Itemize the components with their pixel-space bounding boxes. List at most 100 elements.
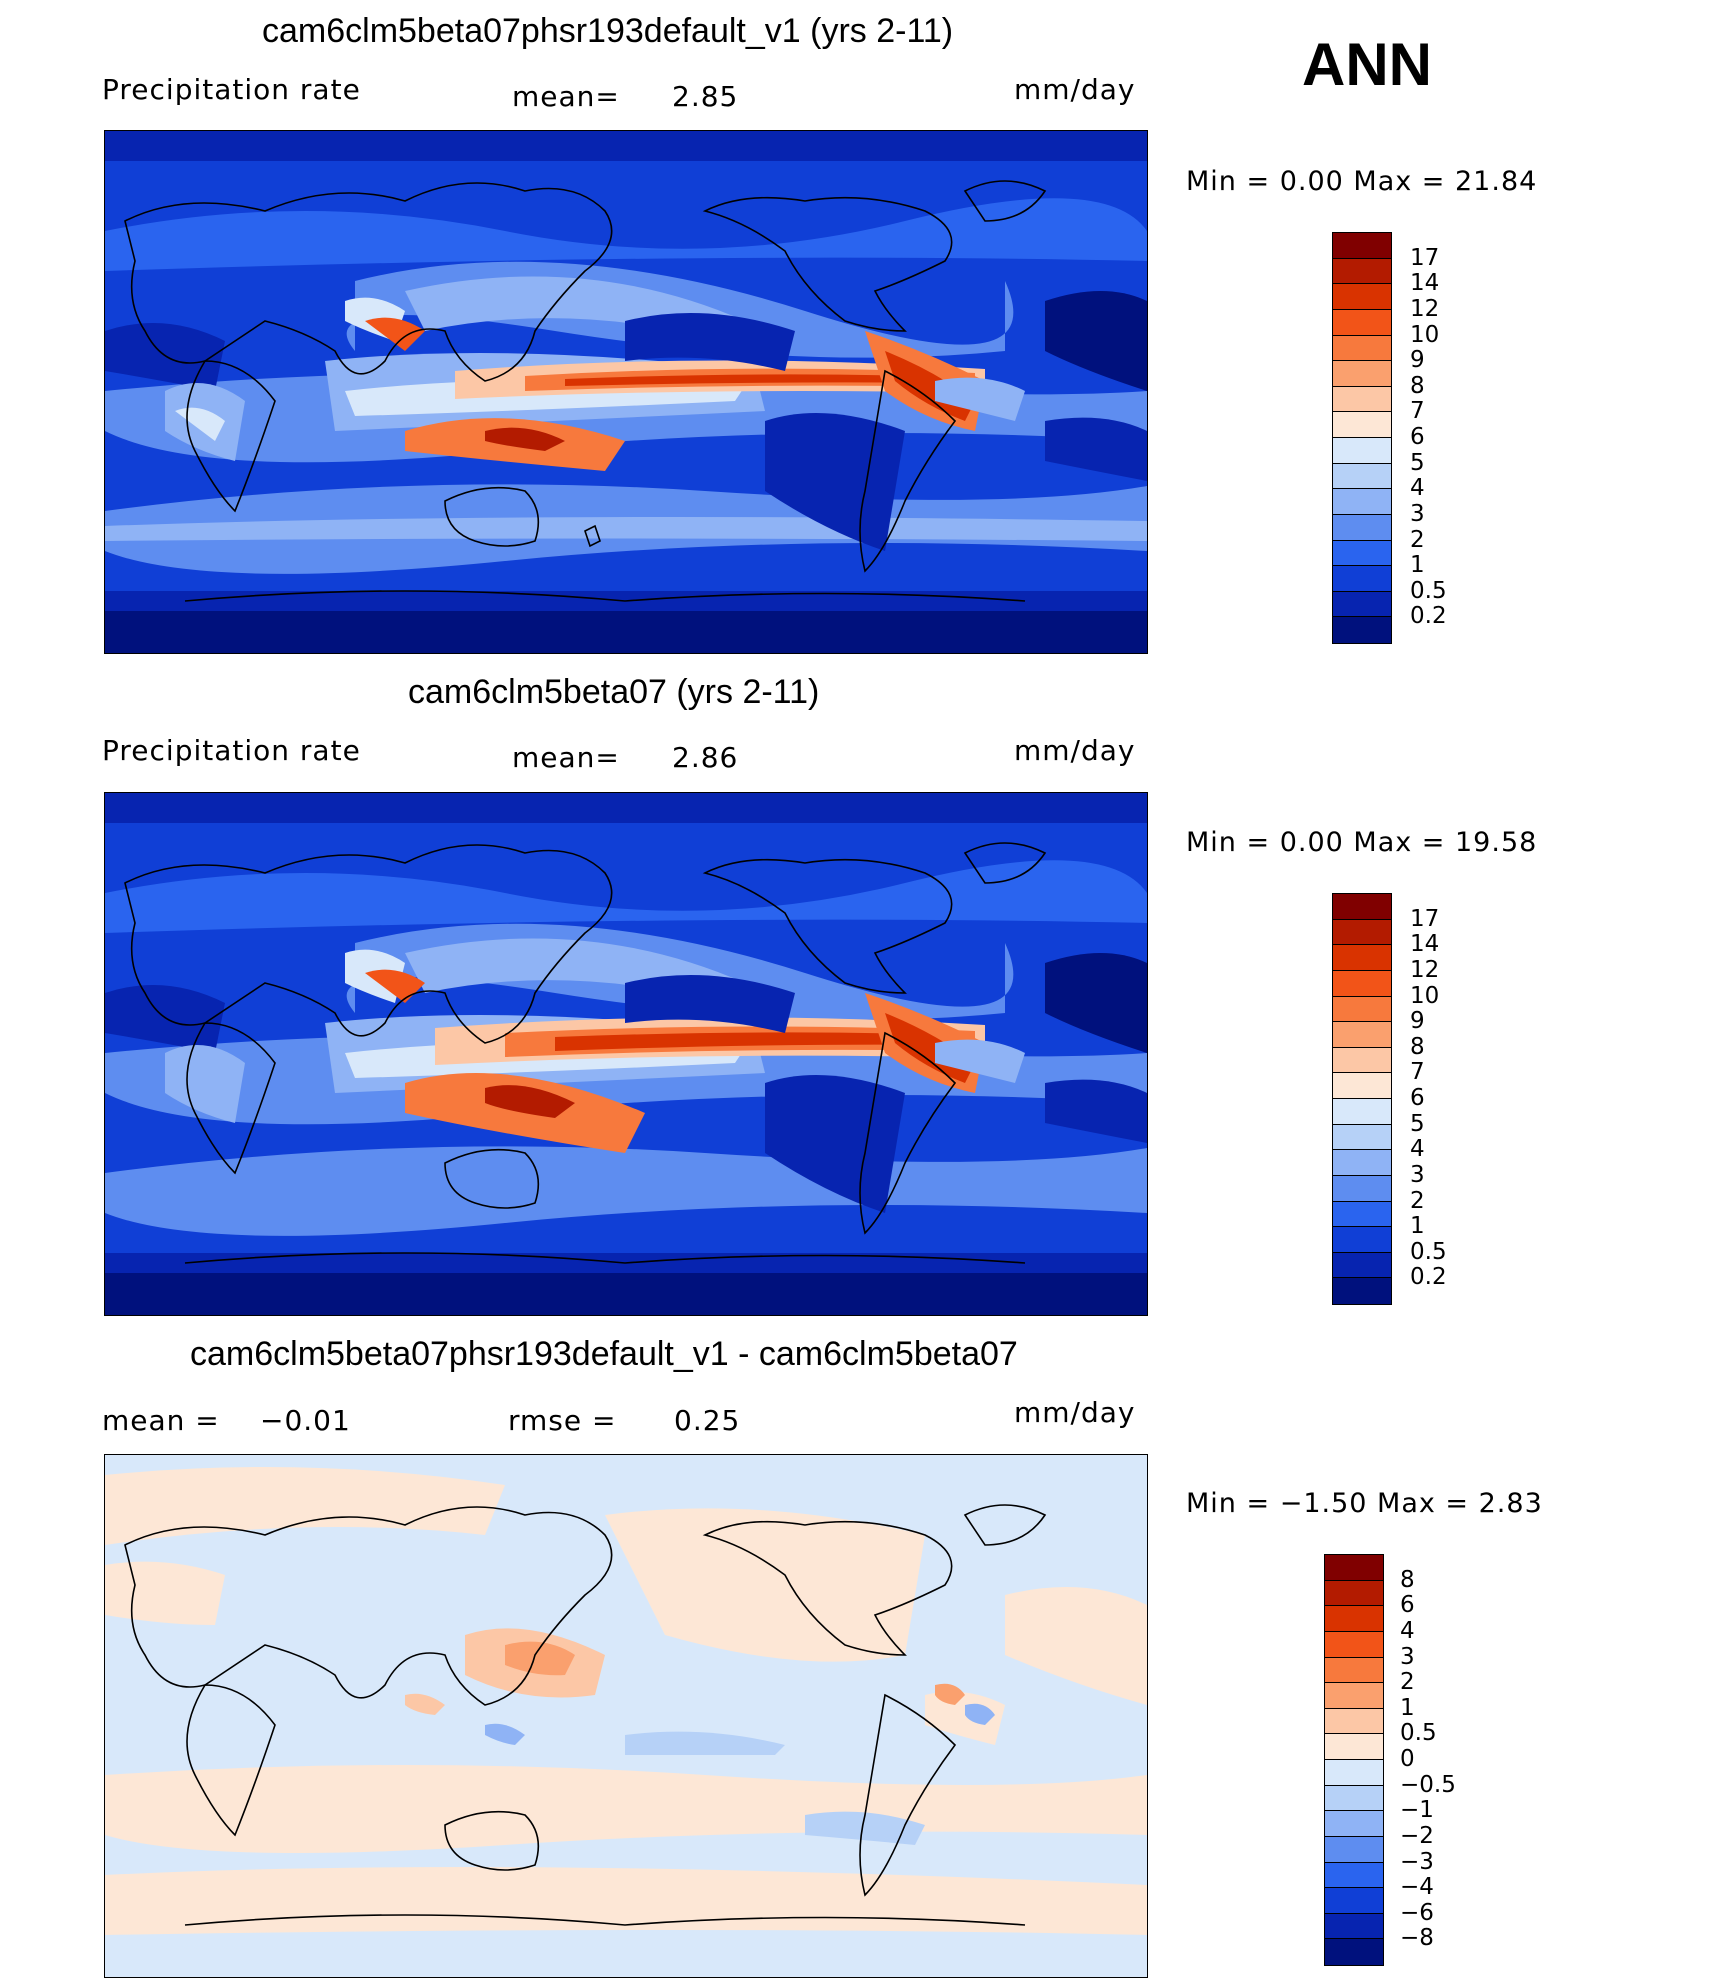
colorbar-tick-label: 1 [1410,552,1425,579]
season-label: ANN [1302,31,1432,98]
colorbar-tick-label: 10 [1410,321,1440,348]
colorbar-cell [1325,1785,1383,1812]
colorbar-cell [1333,489,1391,515]
colorbar-tick-label: 17 [1410,905,1440,932]
panel3-units: mm/day [1014,1396,1136,1429]
colorbar-cell [1333,284,1391,310]
colorbar-tick-label: 0.5 [1410,577,1447,604]
colorbar-cell [1325,1657,1383,1684]
colorbar-tick-label: 8 [1400,1566,1415,1593]
colorbar-tick-label: 7 [1410,1059,1425,1086]
colorbar-tick-label: 12 [1410,295,1440,322]
colorbar-cell [1333,617,1391,643]
panel3-colorbar [1324,1554,1384,1966]
colorbar-cell [1325,1913,1383,1940]
colorbar-cell [1333,894,1391,920]
colorbar-tick-label: −4 [1400,1874,1434,1901]
panel3-rmse-label: rmse = [508,1404,617,1437]
colorbar-tick-label: 1 [1410,1213,1425,1240]
colorbar-cell [1325,1939,1383,1965]
colorbar-cell [1325,1811,1383,1837]
colorbar-tick-label: −8 [1400,1925,1434,1952]
panel1-colorbar-labels: 17 14 12 10 9 8 7 6 5 4 3 2 1 0.5 0.2 [1410,232,1490,642]
colorbar-tick-label: 12 [1410,956,1440,983]
colorbar-cell [1333,335,1391,362]
panel1-units: mm/day [1014,73,1136,106]
colorbar-tick-label: 4 [1410,475,1425,502]
colorbar-tick-label: 1 [1400,1694,1415,1721]
colorbar-tick-label: −2 [1400,1822,1434,1849]
colorbar-cell [1333,566,1391,592]
colorbar-cell [1325,1888,1383,1914]
colorbar-tick-label: 5 [1410,1110,1425,1137]
panel2-colorbar [1332,893,1392,1305]
colorbar-cell [1325,1708,1383,1735]
colorbar-cell [1325,1760,1383,1786]
panel2-units: mm/day [1014,734,1136,767]
colorbar-cell [1333,1073,1391,1099]
colorbar-tick-label: 0.2 [1410,603,1447,630]
colorbar-tick-label: 2 [1410,1187,1425,1214]
colorbar-cell [1333,1099,1391,1125]
colorbar-cell [1333,919,1391,946]
colorbar-tick-label: 2 [1400,1669,1415,1696]
colorbar-tick-label: 3 [1410,500,1425,527]
colorbar-tick-label: 8 [1410,1033,1425,1060]
colorbar-cell [1333,361,1391,387]
panel1-mean-value: 2.85 [672,80,739,113]
colorbar-tick-label: 10 [1410,982,1440,1009]
colorbar-cell [1333,1252,1391,1279]
colorbar-cell [1333,233,1391,259]
colorbar-cell [1325,1862,1383,1889]
colorbar-tick-label: 6 [1410,1085,1425,1111]
colorbar-cell [1333,386,1391,413]
colorbar-tick-label: 3 [1410,1161,1425,1188]
colorbar-cell [1325,1631,1383,1658]
colorbar-tick-label: −3 [1400,1848,1434,1875]
colorbar-cell [1333,1047,1391,1074]
colorbar-cell [1333,1227,1391,1253]
colorbar-tick-label: 8 [1410,372,1425,399]
colorbar-tick-label: −1 [1400,1797,1434,1824]
panel1-minmax: Min = 0.00 Max = 21.84 [1186,166,1538,197]
colorbar-tick-label: −6 [1400,1899,1434,1926]
colorbar-tick-label: 4 [1410,1136,1425,1163]
colorbar-tick-label: 4 [1400,1617,1415,1644]
panel2-mean-value: 2.86 [672,741,739,774]
colorbar-tick-label: 17 [1410,244,1440,271]
panel2-variable-label: Precipitation rate [102,734,361,767]
panel3-rmse-value: 0.25 [674,1404,741,1437]
colorbar-tick-label: 0 [1400,1746,1415,1772]
colorbar-cell [1333,1201,1391,1228]
colorbar-tick-label: 0.5 [1400,1720,1437,1747]
colorbar-cell [1333,438,1391,464]
colorbar-cell [1333,1022,1391,1048]
colorbar-cell [1333,1278,1391,1304]
colorbar-cell [1325,1734,1383,1760]
colorbar-tick-label: 5 [1410,449,1425,476]
panel1-variable-label: Precipitation rate [102,73,361,106]
panel2-title: cam6clm5beta07 (yrs 2-11) [408,673,820,711]
panel3-title: cam6clm5beta07phsr193default_v1 - cam6cl… [190,1335,1018,1373]
colorbar-tick-label: 2 [1410,526,1425,553]
panel2-minmax: Min = 0.00 Max = 19.58 [1186,827,1538,858]
panel1-mean-label: mean= [512,80,620,113]
colorbar-cell [1333,1175,1391,1202]
colorbar-tick-label: 7 [1410,398,1425,425]
colorbar-tick-label: 0.2 [1410,1264,1447,1291]
colorbar-cell [1333,970,1391,997]
colorbar-cell [1333,514,1391,541]
panel3-mean-value: −0.01 [260,1404,351,1437]
colorbar-cell [1333,996,1391,1023]
colorbar-cell [1333,309,1391,336]
colorbar-cell [1333,945,1391,971]
panel3-colorbar-labels: 8 6 4 3 2 1 0.5 0 −0.5 −1 −2 −3 −4 −6 −8 [1400,1554,1490,1964]
colorbar-cell [1333,463,1391,490]
panel3-minmax: Min = −1.50 Max = 2.83 [1186,1488,1543,1519]
panel2-mean-label: mean= [512,741,620,774]
colorbar-cell [1333,412,1391,438]
colorbar-tick-label: 6 [1410,424,1425,450]
panel1-title: cam6clm5beta07phsr193default_v1 (yrs 2-1… [262,12,954,50]
colorbar-cell [1333,540,1391,567]
colorbar-cell [1333,591,1391,618]
